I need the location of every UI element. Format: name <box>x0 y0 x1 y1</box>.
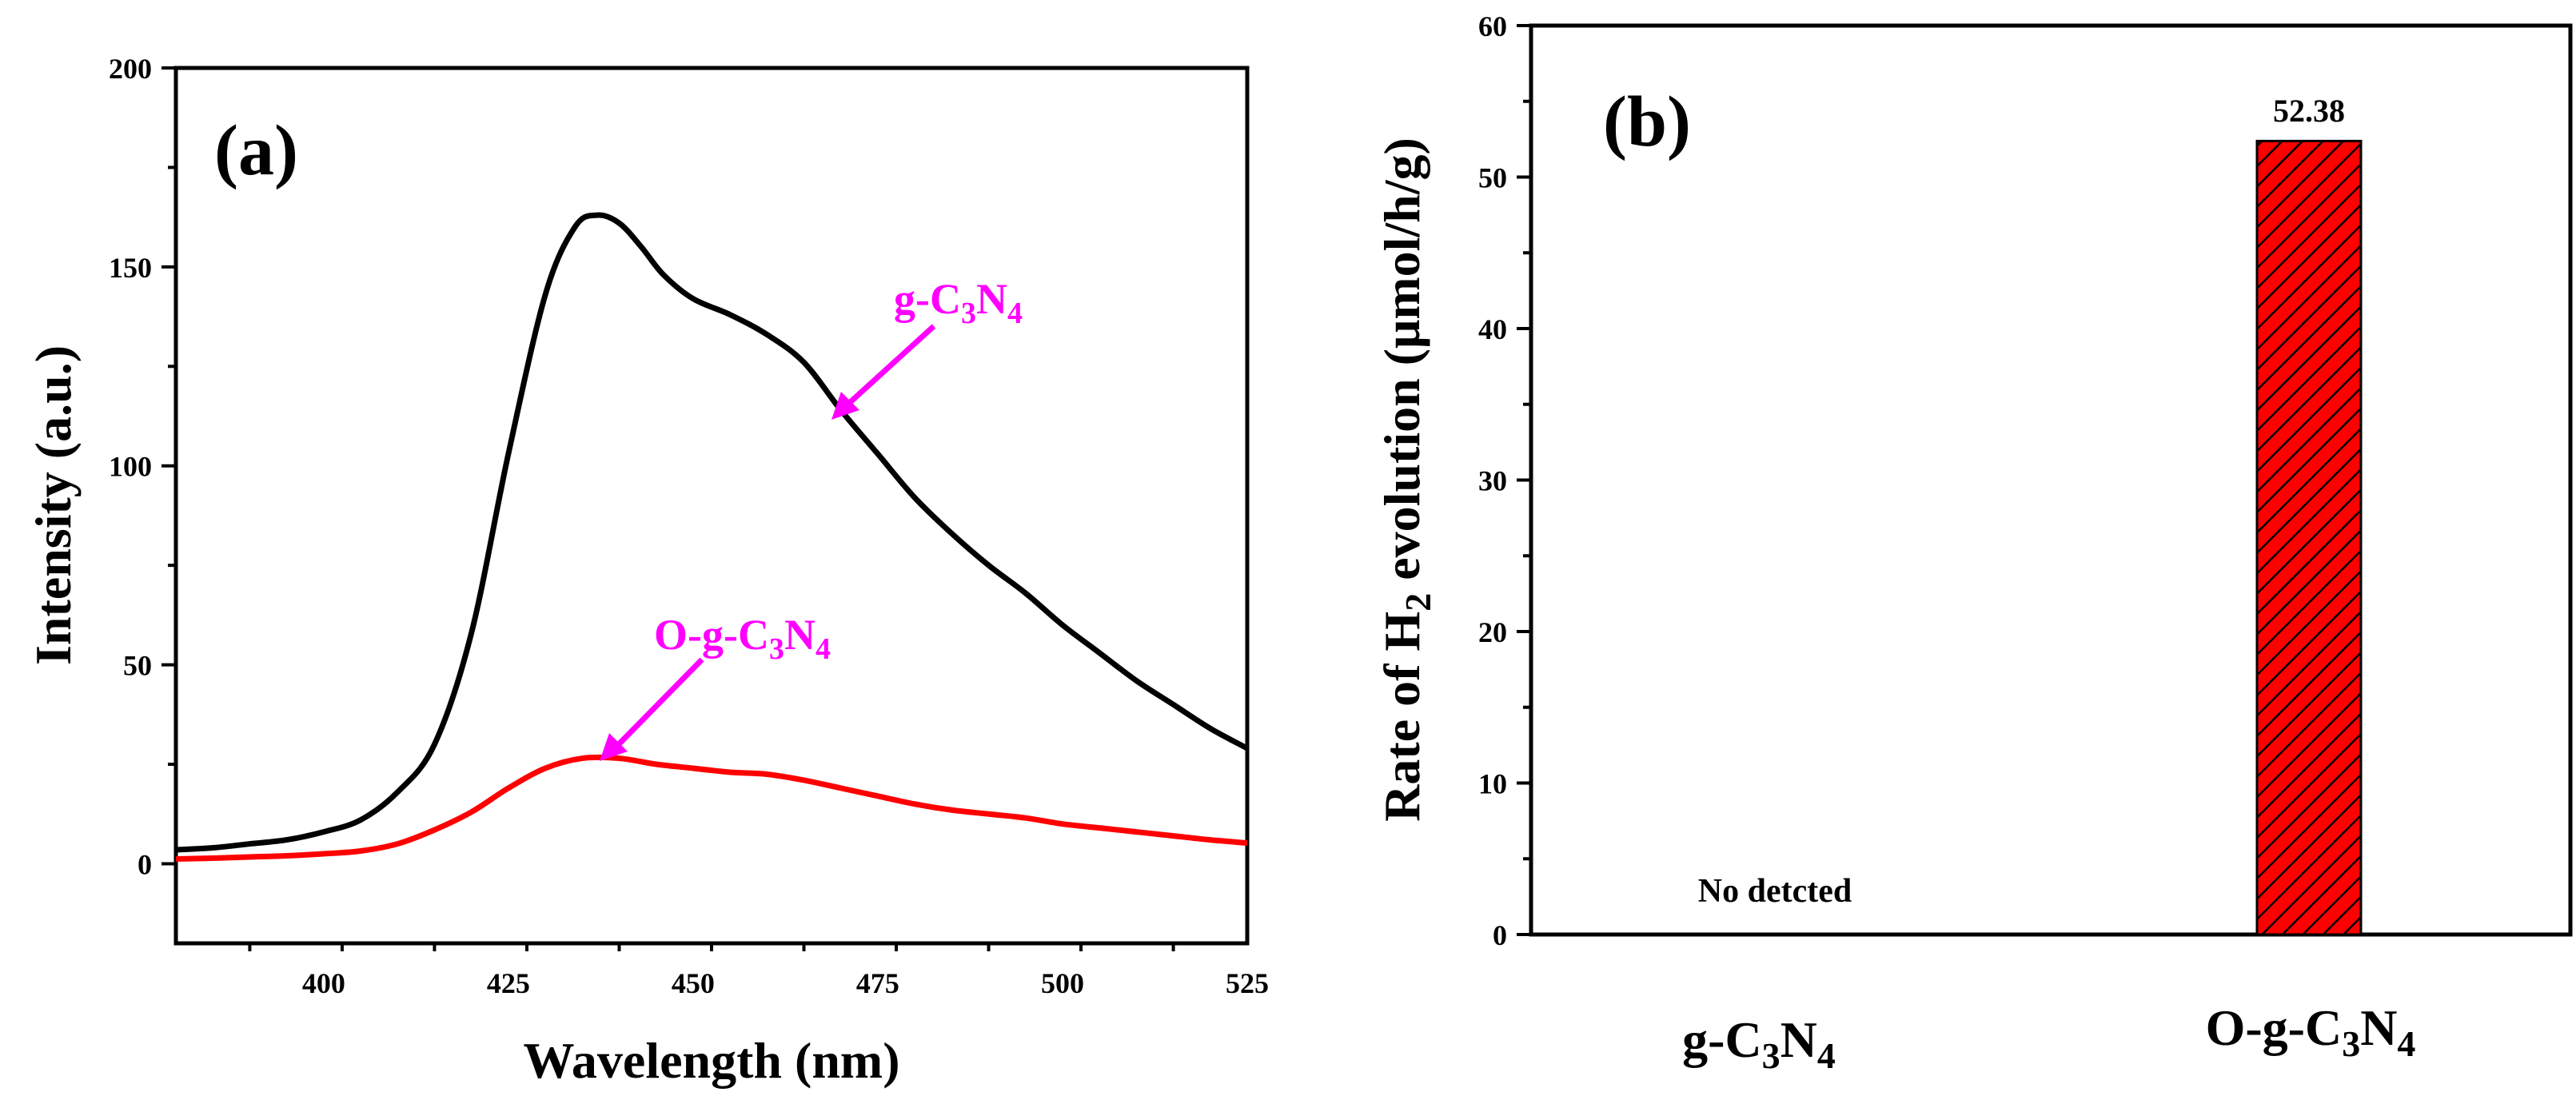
panel-a-series <box>175 212 1249 862</box>
panel-b-ticks <box>1517 24 1531 936</box>
bar-value-label-ogc3n4: 52.38 <box>2273 93 2345 129</box>
y-tick-label: 150 <box>109 252 152 284</box>
y-tick-label: 10 <box>1478 768 1507 800</box>
panel-b-frame <box>1529 23 2573 937</box>
x-tick-label: 525 <box>1226 967 1269 999</box>
bar-ogc3n4 <box>2255 139 2363 936</box>
y-tick-label: 50 <box>123 650 152 682</box>
y-tick-label: 0 <box>1493 919 1507 951</box>
panel-a-frame <box>173 66 1250 946</box>
no-detect-label: No detcted <box>1698 873 1852 910</box>
x-tick-label: 475 <box>856 967 899 999</box>
panel-a-label: (a) <box>214 111 298 190</box>
y-tick-label: 60 <box>1478 10 1507 42</box>
annotation-ogc3n4-arrowhead <box>600 733 628 761</box>
panel-b-bars <box>2255 139 2363 936</box>
panel-b-y-axis-title: Rate of H2 evolution (μmol/h/g) <box>1374 137 1438 822</box>
panel-a-x-axis-title: Wavelength (nm) <box>523 1032 899 1089</box>
annotation-ogc3n4-label: O-g-C3N4 <box>654 611 831 666</box>
y-tick-label: 200 <box>109 53 152 85</box>
annotation-gc3n4: g-C3N4 <box>831 275 1023 420</box>
x-tick-label: 400 <box>302 967 345 999</box>
y-tick-label: 30 <box>1478 465 1507 497</box>
panel-a-ticks <box>161 66 1175 951</box>
panel-b-bar-chart: 0 10 20 30 40 50 60 (b) Rate of H2 evolution (… <box>1374 10 2573 1076</box>
category-label-gc3n4: g-C3N4 <box>1682 1011 1836 1076</box>
series-line-gc3n4 <box>175 212 1249 853</box>
annotation-gc3n4-arrowhead <box>831 392 859 420</box>
series-line-ogc3n4 <box>175 754 1248 862</box>
x-tick-label: 500 <box>1041 967 1084 999</box>
panel-b-label: (b) <box>1603 82 1691 161</box>
y-tick-label: 50 <box>1478 162 1507 194</box>
y-tick-label: 0 <box>138 848 152 880</box>
y-tick-label: 20 <box>1478 616 1507 648</box>
panel-b-tick-labels: 0 10 20 30 40 50 60 <box>1478 10 1507 951</box>
annotation-ogc3n4: O-g-C3N4 <box>600 611 831 761</box>
y-tick-label: 100 <box>109 451 152 483</box>
category-label-ogc3n4: O-g-C3N4 <box>2206 999 2416 1064</box>
annotation-gc3n4-arrow <box>843 324 936 409</box>
x-tick-label: 450 <box>672 967 715 999</box>
panel-a-line-chart: 400 425 450 475 500 525 0 50 100 150 200 (a) Inten… <box>25 53 1269 1089</box>
x-tick-label: 425 <box>487 967 530 999</box>
y-tick-label: 40 <box>1478 313 1507 345</box>
annotation-gc3n4-label: g-C3N4 <box>894 275 1023 330</box>
annotation-ogc3n4-arrow <box>613 657 704 750</box>
panel-a-tick-labels: 400 425 450 475 500 525 0 50 100 150 200 <box>109 53 1269 999</box>
panel-a-y-axis-title: Intensity (a.u.) <box>25 345 82 665</box>
